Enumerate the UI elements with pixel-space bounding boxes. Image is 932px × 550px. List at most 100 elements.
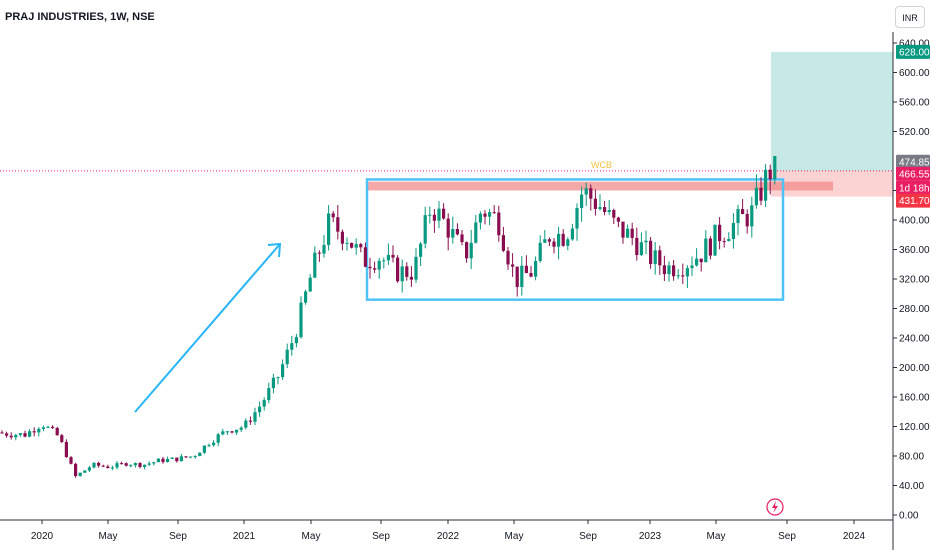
current-price-label: 466.55 [899, 169, 930, 180]
candle-body [543, 239, 547, 243]
candle-body [340, 231, 344, 244]
candle-body [580, 194, 584, 208]
candle-body [345, 242, 349, 244]
candle-body [216, 434, 220, 443]
range-box[interactable] [365, 178, 785, 301]
candle-body [175, 457, 179, 462]
currency-button[interactable]: INR [895, 6, 925, 28]
candle-body [667, 265, 671, 275]
y-tick-label: 40.00 [899, 481, 924, 492]
candle-body [731, 222, 735, 239]
candle-body [529, 273, 533, 277]
candle-body [317, 252, 321, 254]
chart-title: PRAJ INDUSTRIES, 1W, NSE [5, 11, 155, 23]
candle-body [478, 213, 482, 223]
candle-body [773, 156, 777, 180]
x-tick-label: 2024 [843, 531, 866, 542]
x-tick-label: May [302, 531, 321, 542]
candle-body [281, 364, 285, 378]
candle-body [198, 452, 202, 457]
candle-body [741, 209, 745, 215]
x-axis[interactable]: 2020 May Sep 2021 May Sep 2022 May Sep 2023 May Sep… [31, 520, 866, 542]
range-label: WCB [591, 160, 612, 170]
candle-body [60, 435, 64, 442]
candle-body [653, 250, 657, 264]
candle-body [497, 212, 501, 236]
y-tick-label: 360.00 [899, 245, 930, 256]
current-price-label-bg [896, 166, 930, 181]
y-tick-label: 400.00 [899, 216, 930, 227]
candle-body [78, 472, 82, 477]
candle-body [239, 427, 243, 430]
candle-body [304, 291, 308, 303]
candle-body [46, 426, 50, 428]
candle-body [616, 217, 620, 222]
candle-body [589, 188, 593, 199]
candle-body [129, 465, 133, 467]
candle-body [0, 432, 4, 434]
candle-body [492, 212, 496, 214]
candle-body [253, 412, 257, 422]
candle-body [110, 467, 114, 469]
candle-body [451, 228, 455, 238]
candle-body [101, 465, 105, 467]
candle-body [221, 431, 225, 435]
candle-body [92, 462, 96, 468]
candle-body [363, 247, 367, 267]
candle-body [465, 242, 469, 259]
candle-body [336, 217, 340, 232]
candle-body [377, 260, 381, 270]
y-tick-label: 280.00 [899, 304, 930, 315]
candle-body [704, 238, 708, 263]
candle-body [64, 441, 68, 458]
candle-body [290, 343, 294, 350]
candle-body [322, 244, 326, 254]
y-tick-label: 600.00 [899, 68, 930, 79]
candle-body [37, 428, 41, 433]
candle-body [488, 212, 492, 217]
candle-body [14, 434, 18, 438]
candle-body [359, 244, 363, 248]
x-tick-label: Sep [372, 531, 390, 542]
candle-body [179, 456, 183, 462]
candle-body [612, 210, 616, 218]
candle-body [267, 388, 271, 401]
y-tick-label: 240.00 [899, 334, 930, 345]
candle-body [133, 463, 137, 466]
candle-body [474, 222, 478, 243]
candle-body [193, 456, 197, 458]
x-tick-label: May [505, 531, 524, 542]
trend-arrow[interactable] [134, 242, 282, 413]
candle-body [672, 265, 676, 277]
candle-body [28, 431, 32, 437]
candle-body [106, 466, 110, 469]
candle-body [759, 187, 763, 201]
candle-body [570, 228, 574, 240]
lightning-icon[interactable] [766, 498, 784, 516]
candle-body [244, 420, 248, 428]
candle-body [598, 207, 602, 210]
candle-body [147, 463, 151, 465]
x-tick-label: May [99, 531, 118, 542]
candle-body [161, 458, 165, 462]
candle-body [230, 431, 234, 433]
candle-body [511, 264, 515, 267]
candle-body [708, 238, 712, 256]
candle-body [649, 240, 653, 264]
countdown-label-bg [896, 180, 930, 195]
candle-body [55, 428, 59, 436]
candle-body [662, 265, 666, 275]
candle-body [501, 235, 505, 251]
candle-body [561, 233, 565, 246]
candle-body [552, 241, 556, 247]
candle-body [294, 337, 298, 344]
candle-body [184, 456, 188, 458]
candle-body [695, 258, 699, 266]
x-tick-label: Sep [579, 531, 597, 542]
candle-body [207, 445, 211, 447]
y-axis[interactable]: 0.00 40.00 80.00 120.00 160.00 200.00 240.00 28… [893, 39, 930, 522]
candle-body [262, 400, 266, 407]
candle-body [557, 233, 561, 247]
plot-area[interactable] [0, 0, 893, 520]
